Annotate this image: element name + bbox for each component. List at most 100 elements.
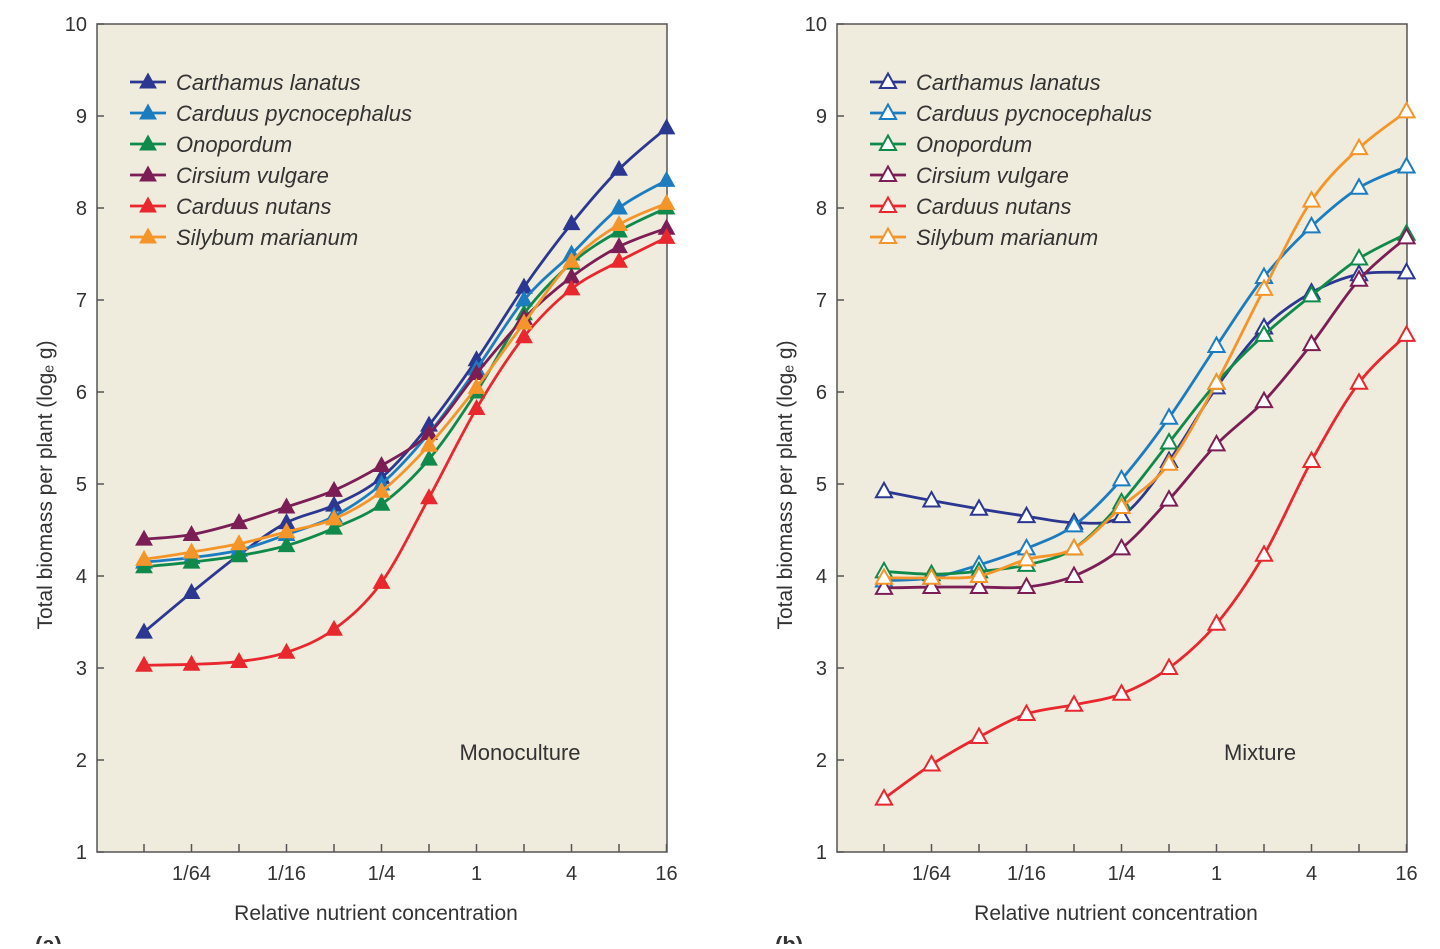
y-tick-label: 5	[816, 474, 827, 496]
y-tick-label: 2	[816, 750, 827, 772]
data-point	[372, 572, 391, 589]
data-point	[1349, 372, 1369, 390]
data-point	[182, 552, 201, 569]
data-point	[1016, 548, 1037, 567]
x-tick-label: 1/16	[1007, 863, 1046, 885]
data-point	[420, 435, 438, 452]
data-point	[874, 567, 894, 585]
data-point	[1349, 137, 1369, 156]
y-axis-label: Total biomass per plant (logₑ g)	[774, 340, 797, 629]
series-carduus-nutans: Carduus nutans	[870, 194, 1417, 806]
x-tick-label: 1/16	[267, 863, 306, 885]
legend-marker	[139, 134, 157, 151]
data-point	[1396, 226, 1417, 245]
data-point	[325, 480, 343, 497]
x-tick-label: 16	[655, 863, 677, 885]
legend-marker	[139, 196, 157, 213]
x-tick-label: 4	[566, 863, 577, 885]
data-point	[610, 215, 628, 232]
y-tick-label: 9	[76, 106, 87, 128]
data-point	[467, 399, 486, 416]
series-carduus-nutans: Carduus nutans	[130, 194, 676, 672]
data-point	[921, 490, 942, 508]
y-axis-label: Total biomass per plant (logₑ g)	[34, 340, 57, 629]
plot-area	[96, 23, 668, 853]
data-point	[182, 654, 201, 671]
x-tick-label: 4	[1306, 863, 1317, 885]
data-point	[1301, 190, 1322, 208]
data-point	[515, 327, 533, 344]
y-tick-label: 8	[816, 198, 827, 220]
data-point	[1111, 683, 1132, 701]
y-tick-label: 10	[65, 14, 87, 36]
x-tick-label: 1/4	[368, 863, 396, 885]
data-point	[1111, 537, 1132, 556]
data-point	[874, 788, 894, 806]
data-point	[657, 118, 676, 135]
y-tick-label: 6	[816, 382, 827, 404]
legend-marker	[139, 227, 157, 244]
data-point	[1254, 324, 1274, 342]
data-point	[610, 198, 628, 215]
y-tick-label: 9	[816, 106, 827, 128]
data-point	[325, 619, 343, 636]
panel-a: 1 2 3 4 5 6 7 8 9 10 1/64 1/16 1/4 1 4 16 Relative nutri…	[34, 14, 678, 949]
data-point	[1301, 215, 1322, 234]
data-point	[135, 529, 153, 546]
y-tick-label: 2	[76, 750, 87, 772]
data-point	[1111, 505, 1132, 524]
series-cirsium-vulgare: Cirsium vulgare	[870, 163, 1417, 595]
legend-entry: Carduus pycnocephalus	[916, 101, 1152, 126]
data-point	[182, 525, 201, 542]
legend-marker	[878, 133, 898, 151]
x-tick-label: 16	[1395, 863, 1417, 885]
legend-marker	[878, 71, 898, 89]
data-point	[657, 170, 676, 187]
data-point	[230, 513, 248, 530]
data-point	[1016, 703, 1037, 721]
data-point	[1301, 333, 1322, 352]
legend-marker	[139, 72, 157, 89]
legend-entry: Onopordum	[916, 132, 1032, 157]
data-point	[969, 576, 989, 594]
data-point	[657, 193, 676, 210]
legend-entry: Carthamus lanatus	[916, 70, 1101, 95]
x-tick-label: 1/64	[912, 863, 951, 885]
legend-marker	[878, 164, 898, 182]
data-point	[135, 622, 153, 639]
data-point	[1396, 261, 1417, 280]
data-point	[1159, 453, 1179, 471]
y-tick-label: 4	[76, 566, 87, 588]
data-point	[1349, 269, 1369, 287]
x-axis-label: Relative nutrient concentration	[234, 902, 518, 925]
data-point	[1349, 177, 1369, 195]
legend-marker	[878, 195, 898, 213]
data-point	[515, 313, 533, 330]
data-point	[325, 518, 343, 535]
y-tick-label: 3	[76, 658, 87, 680]
data-point	[1064, 565, 1084, 583]
x-tick-label: 1/64	[172, 863, 211, 885]
y-tick-label: 6	[76, 382, 87, 404]
x-tick-label: 1	[1211, 863, 1222, 885]
legend-entry: Carthamus lanatus	[176, 70, 361, 95]
panel-label: (a)	[35, 932, 62, 944]
data-point	[874, 577, 894, 595]
legend-entry: Onopordum	[176, 132, 292, 157]
data-point	[182, 583, 201, 600]
data-point	[921, 754, 942, 772]
data-point	[420, 449, 438, 466]
data-point	[230, 546, 248, 563]
data-point	[1064, 537, 1084, 556]
data-point	[1396, 156, 1417, 174]
data-point	[1159, 489, 1179, 507]
legend-entry: Silybum marianum	[916, 225, 1098, 250]
data-point	[1016, 505, 1037, 524]
y-tick-label: 7	[76, 290, 87, 312]
data-point	[372, 494, 391, 511]
data-point	[277, 497, 296, 514]
y-tick-label: 1	[816, 842, 827, 864]
data-point	[1349, 248, 1369, 266]
series-silybum-marianum: Silybum marianum	[870, 100, 1417, 585]
